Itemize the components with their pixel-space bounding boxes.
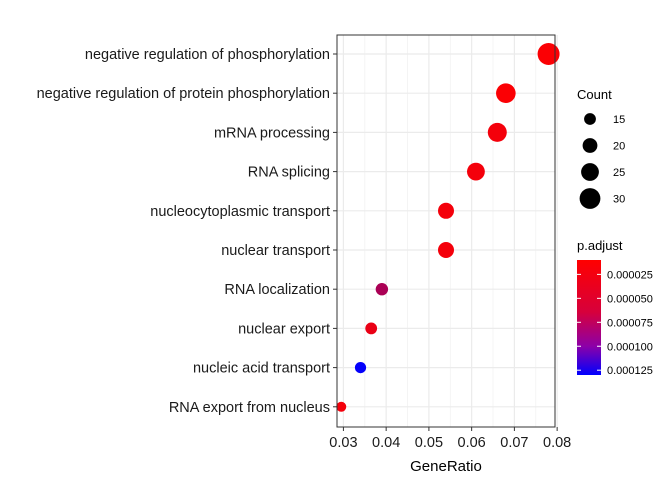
y-tick-label: nucleic acid transport (193, 361, 330, 377)
y-tick-label: RNA splicing (248, 165, 330, 181)
data-point (467, 162, 485, 181)
color-legend-label: 0.000025 (607, 269, 653, 281)
size-legend-label: 30 (613, 194, 625, 206)
data-point (365, 322, 378, 335)
data-point (375, 283, 389, 296)
data-point (487, 122, 507, 142)
size-legend-title: Count (577, 87, 612, 102)
y-tick-label: negative regulation of phosphorylation (85, 47, 330, 63)
data-point (496, 83, 516, 103)
y-tick-label: mRNA processing (214, 125, 330, 141)
data-point (438, 202, 454, 219)
major-gridlines (337, 35, 558, 427)
x-tick-label: 0.06 (458, 435, 486, 451)
size-legend-key (579, 188, 601, 209)
x-tick-label: 0.03 (329, 435, 357, 451)
data-point (537, 43, 560, 65)
color-legend-label: 0.000100 (607, 341, 653, 353)
size-legend-key (584, 113, 596, 125)
x-tick-label: 0.07 (500, 435, 528, 451)
size-legend-label: 20 (613, 141, 625, 153)
y-tick-label: negative regulation of protein phosphory… (37, 86, 330, 102)
color-legend: p.adjust 0.000025 0.000050 0.000075 0.00010… (577, 238, 653, 377)
size-legend-key (582, 138, 598, 153)
size-legend-key (581, 163, 599, 181)
size-legend: Count 15 20 25 30 (577, 87, 625, 209)
x-axis-title: GeneRatio (410, 458, 482, 475)
color-legend-ticks: 0.000025 0.000050 0.000075 0.000100 0.000125 (577, 269, 653, 377)
size-legend-keys: 15 20 25 30 (579, 113, 625, 209)
y-tick-label: nuclear transport (221, 243, 330, 259)
x-tick-label: 0.04 (372, 435, 400, 451)
color-legend-label: 0.000075 (607, 317, 653, 329)
color-legend-bar (577, 260, 601, 375)
x-tick-label: 0.08 (543, 435, 571, 451)
data-points (336, 43, 560, 412)
x-tick-label: 0.05 (415, 435, 443, 451)
size-legend-label: 25 (613, 167, 625, 179)
plot-panel (336, 34, 560, 428)
color-legend-label: 0.000125 (607, 365, 653, 377)
panel-border (336, 34, 556, 428)
y-tick-label: nucleocytoplasmic transport (150, 204, 330, 220)
color-legend-label: 0.000050 (607, 293, 653, 305)
minor-gridlines (364, 35, 537, 427)
y-tick-label: RNA export from nucleus (169, 400, 330, 416)
color-legend-title: p.adjust (577, 238, 623, 253)
data-point (438, 242, 454, 258)
y-tick-label: RNA localization (224, 282, 330, 298)
x-axis: 0.03 0.04 0.05 0.06 0.07 0.08 (329, 427, 571, 451)
y-axis: negative regulation of phosphorylation ne… (37, 47, 337, 416)
y-tick-label: nuclear export (238, 321, 330, 337)
data-point (354, 362, 367, 374)
data-point (336, 401, 347, 412)
panel-background (337, 35, 555, 427)
size-legend-label: 15 (613, 114, 625, 126)
